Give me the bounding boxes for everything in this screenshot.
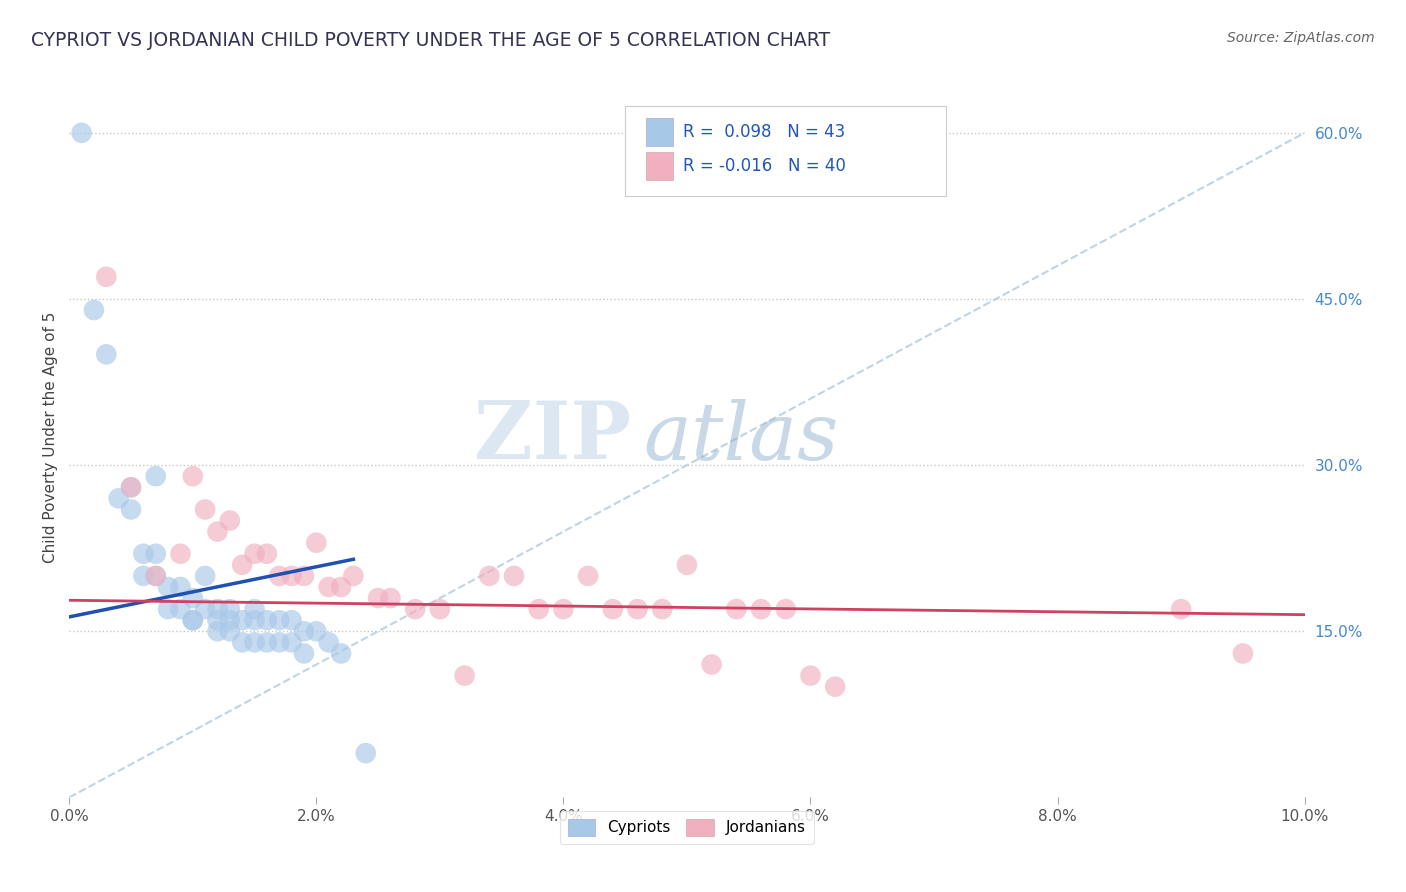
Point: [169, 580, 191, 594]
Point: [305, 535, 328, 549]
Point: [676, 558, 699, 572]
Point: [107, 491, 129, 506]
Point: [292, 624, 315, 639]
Point: [330, 647, 353, 661]
Point: [169, 602, 191, 616]
Point: [243, 613, 266, 627]
Point: [1232, 647, 1254, 661]
Text: R = -0.016   N = 40: R = -0.016 N = 40: [683, 157, 846, 175]
Point: [120, 502, 142, 516]
Text: R =  0.098   N = 43: R = 0.098 N = 43: [683, 123, 845, 141]
Point: [70, 126, 93, 140]
Point: [269, 613, 291, 627]
Point: [157, 602, 180, 616]
Point: [292, 569, 315, 583]
Point: [602, 602, 624, 616]
Point: [231, 558, 253, 572]
Point: [83, 303, 105, 318]
Text: ZIP: ZIP: [474, 399, 631, 476]
Point: [181, 613, 204, 627]
Point: [194, 502, 217, 516]
Point: [269, 569, 291, 583]
Point: [231, 635, 253, 649]
Point: [181, 469, 204, 483]
Point: [380, 591, 402, 605]
Point: [280, 613, 302, 627]
Point: [1170, 602, 1192, 616]
Point: [207, 602, 229, 616]
Point: [576, 569, 599, 583]
Point: [553, 602, 575, 616]
Point: [527, 602, 550, 616]
Text: Source: ZipAtlas.com: Source: ZipAtlas.com: [1227, 31, 1375, 45]
Point: [194, 569, 217, 583]
Point: [145, 547, 167, 561]
Point: [775, 602, 797, 616]
Point: [243, 547, 266, 561]
Point: [96, 269, 118, 284]
Point: [342, 569, 364, 583]
Point: [503, 569, 526, 583]
Text: atlas: atlas: [644, 399, 839, 476]
Point: [207, 624, 229, 639]
Point: [269, 635, 291, 649]
Point: [145, 469, 167, 483]
Point: [132, 569, 155, 583]
Point: [120, 480, 142, 494]
Point: [256, 635, 278, 649]
FancyBboxPatch shape: [626, 106, 946, 196]
Point: [429, 602, 451, 616]
FancyBboxPatch shape: [647, 119, 673, 145]
Point: [218, 514, 240, 528]
Point: [120, 480, 142, 494]
Point: [824, 680, 846, 694]
Point: [725, 602, 748, 616]
Text: CYPRIOT VS JORDANIAN CHILD POVERTY UNDER THE AGE OF 5 CORRELATION CHART: CYPRIOT VS JORDANIAN CHILD POVERTY UNDER…: [31, 31, 830, 50]
Point: [207, 524, 229, 539]
Point: [194, 602, 217, 616]
Point: [132, 547, 155, 561]
Point: [256, 547, 278, 561]
Point: [292, 647, 315, 661]
Point: [218, 602, 240, 616]
Point: [169, 547, 191, 561]
Point: [700, 657, 723, 672]
Point: [218, 613, 240, 627]
Point: [181, 591, 204, 605]
Point: [749, 602, 772, 616]
Point: [243, 635, 266, 649]
Point: [367, 591, 389, 605]
Point: [651, 602, 673, 616]
Point: [280, 635, 302, 649]
Point: [181, 613, 204, 627]
Point: [280, 569, 302, 583]
Point: [799, 668, 821, 682]
Point: [354, 746, 377, 760]
Point: [145, 569, 167, 583]
Point: [231, 613, 253, 627]
Point: [404, 602, 426, 616]
Point: [207, 613, 229, 627]
Point: [218, 624, 240, 639]
Point: [243, 602, 266, 616]
Point: [453, 668, 475, 682]
FancyBboxPatch shape: [647, 153, 673, 179]
Point: [318, 635, 340, 649]
Legend: Cypriots, Jordanians: Cypriots, Jordanians: [560, 811, 814, 844]
Point: [145, 569, 167, 583]
Point: [318, 580, 340, 594]
Point: [157, 580, 180, 594]
Point: [478, 569, 501, 583]
Point: [96, 347, 118, 361]
Point: [626, 602, 648, 616]
Y-axis label: Child Poverty Under the Age of 5: Child Poverty Under the Age of 5: [44, 312, 58, 563]
Point: [256, 613, 278, 627]
Point: [305, 624, 328, 639]
Point: [330, 580, 353, 594]
